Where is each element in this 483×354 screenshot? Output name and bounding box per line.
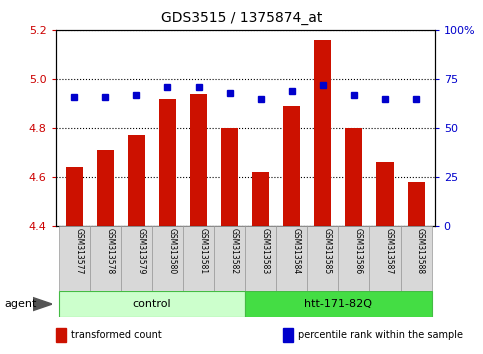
Bar [245, 291, 432, 317]
Text: htt-171-82Q: htt-171-82Q [304, 299, 372, 309]
Text: GSM313578: GSM313578 [105, 228, 114, 274]
Bar [345, 128, 362, 226]
Bar [283, 106, 300, 226]
Polygon shape [33, 297, 52, 311]
Text: GSM313577: GSM313577 [74, 228, 83, 274]
Bar [252, 172, 269, 226]
Bar [214, 226, 245, 291]
Bar [183, 226, 214, 291]
Bar [121, 226, 152, 291]
Text: GDS3515 / 1375874_at: GDS3515 / 1375874_at [161, 11, 322, 25]
Text: GSM313580: GSM313580 [168, 228, 176, 274]
Bar [190, 94, 207, 226]
Text: GSM313584: GSM313584 [292, 228, 301, 274]
Bar [307, 226, 339, 291]
Bar [245, 226, 276, 291]
Bar [221, 128, 238, 226]
Bar [314, 40, 331, 226]
Text: GSM313585: GSM313585 [323, 228, 332, 274]
Text: GSM313582: GSM313582 [229, 228, 239, 274]
Bar [58, 226, 90, 291]
Bar [58, 291, 245, 317]
Bar [369, 226, 400, 291]
Bar [90, 226, 121, 291]
Text: percentile rank within the sample: percentile rank within the sample [298, 330, 463, 341]
Bar [408, 182, 425, 226]
Bar [339, 226, 369, 291]
Text: GSM313581: GSM313581 [199, 228, 208, 274]
Bar [159, 99, 176, 226]
Text: transformed count: transformed count [71, 330, 162, 341]
Text: agent: agent [5, 299, 37, 309]
Bar [128, 135, 145, 226]
Text: GSM313587: GSM313587 [385, 228, 394, 274]
Text: GSM313583: GSM313583 [261, 228, 270, 274]
Bar [66, 167, 83, 226]
Bar [400, 226, 432, 291]
Text: GSM313579: GSM313579 [136, 228, 145, 274]
Bar [152, 226, 183, 291]
Text: control: control [132, 299, 171, 309]
Text: GSM313586: GSM313586 [354, 228, 363, 274]
Bar [276, 226, 307, 291]
Bar [97, 150, 114, 226]
Text: GSM313588: GSM313588 [416, 228, 425, 274]
Bar [376, 162, 394, 226]
